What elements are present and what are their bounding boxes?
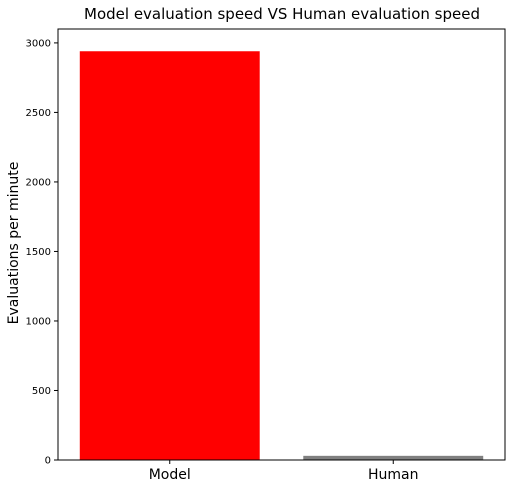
y-tick-label: 1000: [26, 316, 51, 327]
x-axis-ticks: Model Human: [149, 460, 419, 483]
y-tick-label: 2500: [26, 108, 51, 119]
bar-human: [303, 455, 484, 460]
y-tick-label: 500: [32, 386, 51, 397]
bars-group: [79, 51, 484, 460]
chart-title: Model evaluation speed VS Human evaluati…: [84, 5, 480, 23]
bar-model: [79, 51, 260, 460]
y-tick-label: 2000: [26, 177, 51, 188]
y-tick-label: 0: [45, 456, 51, 467]
y-tick-label: 1500: [26, 247, 51, 258]
y-axis-title: Evaluations per minute: [6, 162, 22, 325]
y-axis-ticks: 0 500 1000 1500 2000 2500 3000: [26, 38, 58, 467]
y-tick-label: 3000: [26, 38, 51, 49]
x-tick-label: Model: [149, 467, 191, 483]
x-tick-label: Human: [368, 467, 419, 483]
plot-frame: [57, 28, 506, 461]
